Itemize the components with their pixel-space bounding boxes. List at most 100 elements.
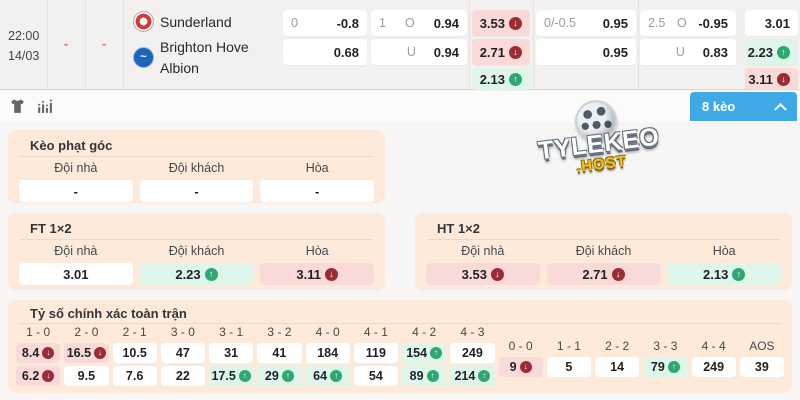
corner-odds-section: Kèo phạt góc Đội nhà - Đội khách - Hòa - [8, 130, 385, 203]
score-odds-cell[interactable]: 9.5 [64, 366, 109, 386]
odds-1x2-home[interactable]: 3.53 ↓ [472, 10, 530, 36]
score-odds-value: 119 [365, 346, 386, 360]
section-title: FT 1×2 [30, 221, 72, 236]
score-odds-cell[interactable]: 249 [691, 357, 736, 377]
score-odds-value: 5 [565, 360, 573, 374]
ht-home-odds[interactable]: 3.53 ↓ [426, 263, 540, 285]
score-odds-cell[interactable]: 154 ↑ [402, 343, 447, 363]
corner-home-odds[interactable]: - [19, 180, 133, 202]
column-divider [123, 0, 124, 89]
score-odds-cell[interactable]: 10.5 [112, 343, 157, 363]
score-odds-value: 154 [406, 346, 428, 360]
home-team-name[interactable]: Sunderland [160, 14, 232, 30]
score-odds-value: 47 [175, 346, 190, 360]
score-header: 0 - 0 [508, 339, 533, 353]
score-odds-cell[interactable]: 14 [595, 357, 640, 377]
trend-down-icon: ↓ [519, 361, 532, 373]
match-row: 22:00 14/03 - - ~ Sunderland Brighton Ho… [0, 0, 800, 90]
trend-up-icon: ↑ [204, 267, 218, 281]
trend-up-icon: ↑ [667, 361, 680, 373]
score-header: 1 - 1 [556, 339, 581, 353]
score-odds-cell[interactable]: 16.5 ↓ [64, 343, 109, 363]
score-header: 4 - 4 [701, 339, 726, 353]
divider [427, 239, 780, 240]
ht-draw-odds[interactable]: 2.13 ↑ [667, 263, 782, 285]
score-odds-cell[interactable]: 64 ↑ [305, 366, 350, 386]
odds-ht-handicap-away[interactable]: 0.95 [536, 39, 636, 65]
score-odds-cell[interactable]: 31 [209, 343, 254, 363]
score-odds-cell[interactable]: 5 [546, 357, 591, 377]
stats-icon[interactable] [36, 98, 53, 115]
odds-1x2b-home[interactable]: 3.01 [745, 10, 798, 36]
score-odds-cell[interactable]: 17.5 ↑ [209, 366, 254, 386]
odds-1x2b-away[interactable]: 2.23 ↑ [745, 39, 798, 65]
draw-label: Hòa [305, 161, 329, 175]
score-odds-value: 6.2 [21, 369, 40, 383]
odds-count-label: 8 kèo [702, 99, 736, 114]
score-odds-cell[interactable]: 249 [450, 343, 495, 363]
odds-ft-over[interactable]: 1 O 0.94 [371, 10, 467, 36]
chevron-up-icon [774, 102, 787, 116]
score-odds-value: 29 [264, 369, 279, 383]
score-odds-cell[interactable]: 47 [160, 343, 205, 363]
score-odds-cell[interactable]: 119 [353, 343, 398, 363]
score-odds-cell[interactable]: 9 ↓ [498, 357, 543, 377]
score-odds-cell[interactable]: 8.4 ↓ [16, 343, 61, 363]
score-odds-cell[interactable]: 7.6 [112, 366, 157, 386]
trend-down-icon: ↓ [324, 267, 338, 281]
ft-home-odds[interactable]: 3.01 [19, 263, 133, 285]
toolbar: 8 kèo [0, 91, 800, 122]
trend-up-icon: ↑ [509, 72, 522, 86]
score-header: AOS [749, 339, 775, 353]
corner-away-odds[interactable]: - [139, 180, 254, 202]
score-header: 2 - 0 [74, 325, 99, 339]
trend-down-icon: ↓ [509, 16, 522, 30]
score-odds-cell[interactable]: 29 ↑ [257, 366, 302, 386]
odds-1x2-away[interactable]: 2.71 ↓ [472, 39, 530, 65]
score-odds-cell[interactable]: 184 [305, 343, 350, 363]
odds-ht-handicap-home[interactable]: 0/-0.5 0.95 [536, 10, 636, 36]
odds-1x2b-draw[interactable]: 3.11 ↓ [745, 68, 798, 90]
draw-label: Hòa [712, 244, 736, 258]
score-column: 3 - 1 31 17.5 ↑ [207, 325, 255, 386]
away-team-name[interactable]: Brighton Hove Albion [160, 39, 249, 76]
ft-away-odds[interactable]: 2.23 ↑ [139, 263, 254, 285]
score-header: 3 - 3 [653, 339, 678, 353]
score-odds-cell[interactable]: 89 ↑ [402, 366, 447, 386]
trend-down-icon: ↓ [42, 347, 55, 359]
corner-draw-odds[interactable]: - [260, 180, 375, 202]
score-odds-value: 79 [650, 360, 665, 374]
score-odds-cell[interactable]: 22 [160, 366, 205, 386]
score-column: AOS 39 [738, 325, 786, 386]
odds-ft-handicap-home[interactable]: 0 -0.8 [283, 10, 367, 36]
odds-1x2-draw[interactable]: 2.13 ↑ [472, 68, 530, 90]
score-odds-value: 89 [409, 369, 424, 383]
divider [20, 156, 373, 157]
ft-draw-odds[interactable]: 3.11 ↓ [260, 263, 375, 285]
odds-count-button[interactable]: 8 kèo [690, 92, 797, 121]
column-divider [85, 0, 86, 89]
home-label: Đội nhà [54, 161, 98, 175]
score-odds-cell[interactable]: 6.2 ↓ [16, 366, 61, 386]
score-column: 3 - 3 79 ↑ [641, 325, 689, 386]
odds-ft-handicap-away[interactable]: 0.68 [283, 39, 367, 65]
score-odds-cell[interactable]: 39 [739, 357, 784, 377]
score-odds-value: 9.5 [77, 369, 96, 383]
score-column: 2 - 2 14 [593, 325, 641, 386]
score-odds-cell[interactable]: 54 [353, 366, 398, 386]
odds-ht-under[interactable]: U 0.83 [640, 39, 736, 65]
score-odds-cell[interactable]: 41 [257, 343, 302, 363]
ht-away-odds[interactable]: 2.71 ↓ [546, 263, 661, 285]
column-divider [469, 0, 470, 89]
jersey-icon[interactable] [9, 98, 26, 115]
odds-ht-over[interactable]: 2.5 O -0.95 [640, 10, 736, 36]
score-header: 3 - 1 [219, 325, 244, 339]
score-odds-value: 39 [754, 360, 769, 374]
odds-ft-under[interactable]: U 0.94 [371, 39, 467, 65]
score-odds-cell[interactable]: 214 ↑ [450, 366, 495, 386]
column-divider [638, 0, 639, 89]
score-odds-value: 9 [509, 360, 517, 374]
trend-down-icon: ↓ [94, 347, 107, 359]
score-odds-cell[interactable]: 79 ↑ [643, 357, 688, 377]
